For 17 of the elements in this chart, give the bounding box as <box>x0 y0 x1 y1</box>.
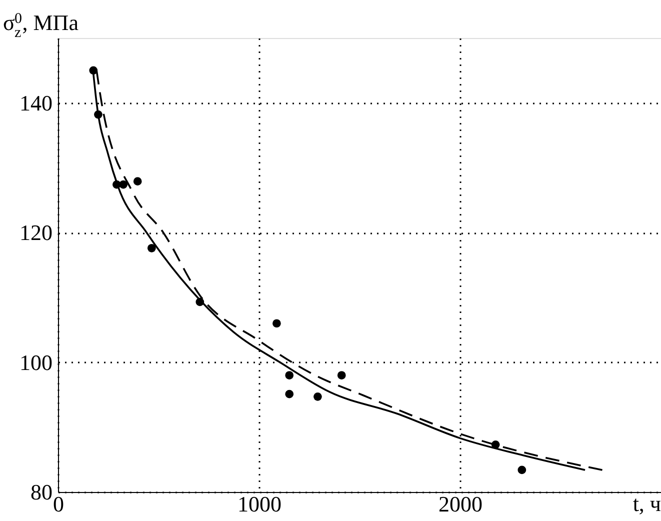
point <box>147 244 156 252</box>
point <box>119 180 128 189</box>
point <box>337 371 346 380</box>
point <box>314 392 322 401</box>
x-axis-title: t, ч <box>632 491 661 516</box>
point <box>285 390 294 398</box>
y-tick-label: 140 <box>20 90 52 116</box>
point <box>518 466 526 474</box>
point <box>272 319 281 328</box>
y-tick-label: 120 <box>20 220 52 246</box>
y-tick-label: 80 <box>30 480 52 504</box>
y-tick-label: 100 <box>20 350 52 375</box>
x-tick-label: 2000 <box>438 492 482 516</box>
x-tick-label: 0 <box>53 492 64 516</box>
point <box>285 371 294 380</box>
x-tick-label: 1000 <box>238 492 282 516</box>
point <box>133 177 142 186</box>
